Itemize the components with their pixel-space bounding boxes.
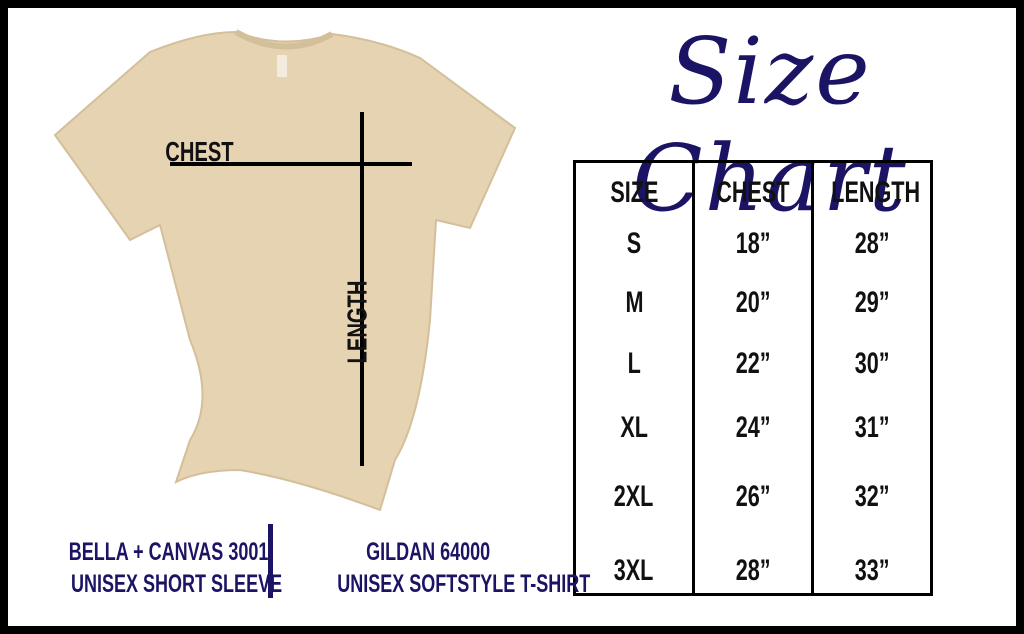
cell: L: [627, 347, 641, 380]
brand-divider: [268, 524, 273, 598]
brand-bella-canvas: BELLA + CANVAS 3001 UNISEX SHORT SLEEVE: [68, 538, 283, 598]
cell: 2XL: [614, 480, 654, 513]
tshirt-illustration: [53, 29, 517, 512]
cell: 30”: [854, 347, 890, 380]
chest-label: CHEST: [165, 136, 234, 167]
cell: 28”: [735, 554, 771, 587]
cell: S: [626, 227, 642, 260]
size-column: SIZE S M L XL 2XL 3XL: [576, 163, 692, 593]
cell: 28”: [854, 227, 890, 260]
tshirt-body: [53, 30, 517, 512]
tshirt-collar: [234, 29, 334, 50]
length-column: LENGTH 28” 29” 30” 31” 32” 33”: [811, 163, 930, 593]
header-chest: CHEST: [716, 176, 790, 209]
cell: 20”: [735, 286, 771, 319]
cell: 29”: [854, 286, 890, 319]
cell: M: [625, 286, 643, 319]
cell: 26”: [735, 480, 771, 513]
cell: 31”: [854, 411, 890, 444]
length-label: LENGTH: [341, 280, 373, 364]
cell: 33”: [854, 554, 890, 587]
cell: XL: [620, 411, 648, 444]
cell: 24”: [735, 411, 771, 444]
chest-column: CHEST 18” 20” 22” 24” 26” 28”: [692, 163, 811, 593]
header-size: SIZE: [609, 176, 659, 209]
tshirt-tag: [277, 55, 287, 77]
header-length: LENGTH: [831, 176, 921, 209]
cell: 3XL: [614, 554, 654, 587]
cell: 32”: [854, 480, 890, 513]
cell: 22”: [735, 347, 771, 380]
page-title: Size Chart: [632, 18, 908, 232]
cell: 18”: [735, 227, 771, 260]
brand-gildan: GILDAN 64000 UNISEX SOFTSTYLE T-SHIRT: [337, 538, 591, 598]
size-table: SIZE S M L XL 2XL 3XL CHEST 18” 20” 22” …: [573, 160, 933, 596]
